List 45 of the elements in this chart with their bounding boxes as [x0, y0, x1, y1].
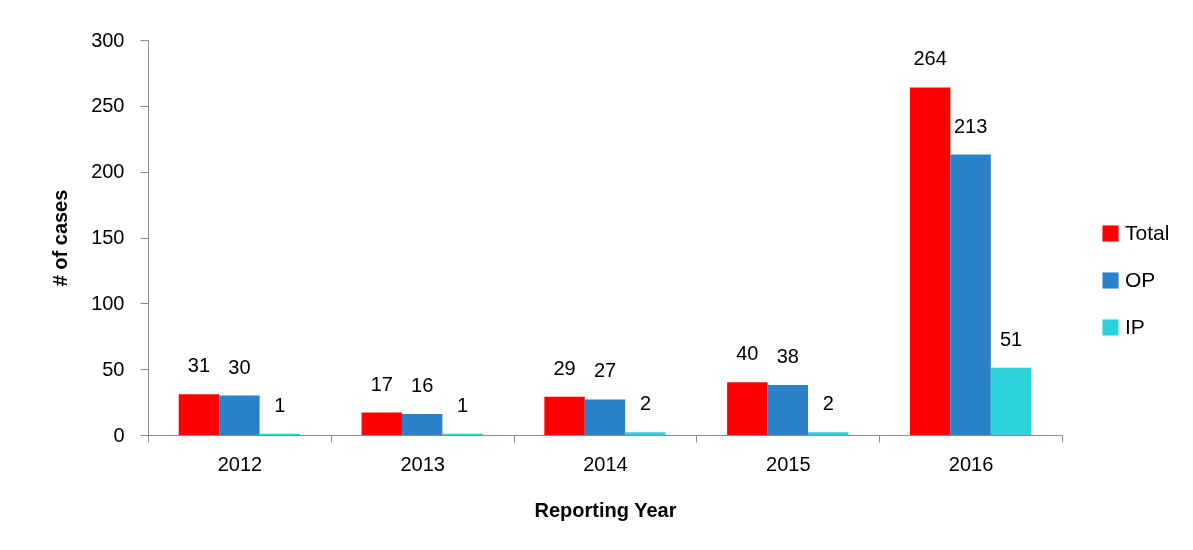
y-tick-label: 250 — [91, 94, 125, 117]
data-label: 2 — [822, 392, 834, 415]
data-label: 40 — [736, 342, 759, 365]
y-axis-title: # of cases — [49, 189, 72, 287]
bar — [950, 154, 991, 435]
bar — [178, 394, 220, 435]
bar — [808, 432, 849, 435]
data-label: 31 — [187, 354, 211, 377]
data-label: 29 — [553, 356, 576, 379]
data-label: 213 — [953, 114, 988, 137]
bar — [625, 432, 666, 435]
x-axis-title: Reporting Year — [534, 498, 677, 521]
bar — [727, 382, 768, 435]
bar — [909, 87, 951, 435]
y-tick-label: 300 — [91, 28, 125, 51]
bar — [990, 367, 1032, 435]
y-tick-label: 100 — [91, 291, 125, 314]
y-tick-label: 150 — [91, 226, 125, 248]
data-label: 16 — [411, 373, 434, 396]
bar — [544, 396, 585, 435]
legend-label: OP — [1125, 267, 1156, 291]
data-label: 2 — [639, 392, 652, 415]
bar — [219, 395, 260, 435]
legend-label: Total — [1125, 220, 1170, 244]
data-label: 38 — [776, 344, 799, 367]
y-tick-label: 50 — [102, 357, 125, 380]
data-label: 1 — [274, 393, 286, 416]
data-label: 27 — [593, 359, 617, 382]
legend-label: IP — [1125, 314, 1145, 338]
data-label: 51 — [999, 327, 1023, 350]
x-tick-label: 2013 — [400, 452, 445, 475]
x-tick-label: 2016 — [948, 452, 994, 475]
bar — [361, 412, 402, 435]
bar — [401, 413, 443, 435]
x-tick-label: 2012 — [217, 452, 263, 475]
data-label: 30 — [228, 355, 251, 378]
bar — [584, 399, 626, 435]
y-tick-label: 200 — [91, 160, 125, 183]
y-tick-label: 0 — [113, 423, 125, 446]
data-label: 1 — [457, 393, 469, 416]
data-label: 264 — [913, 47, 947, 70]
bar — [767, 384, 809, 435]
x-tick-label: 2014 — [583, 452, 628, 475]
data-label: 17 — [370, 372, 393, 395]
x-tick-label: 2015 — [766, 452, 811, 475]
